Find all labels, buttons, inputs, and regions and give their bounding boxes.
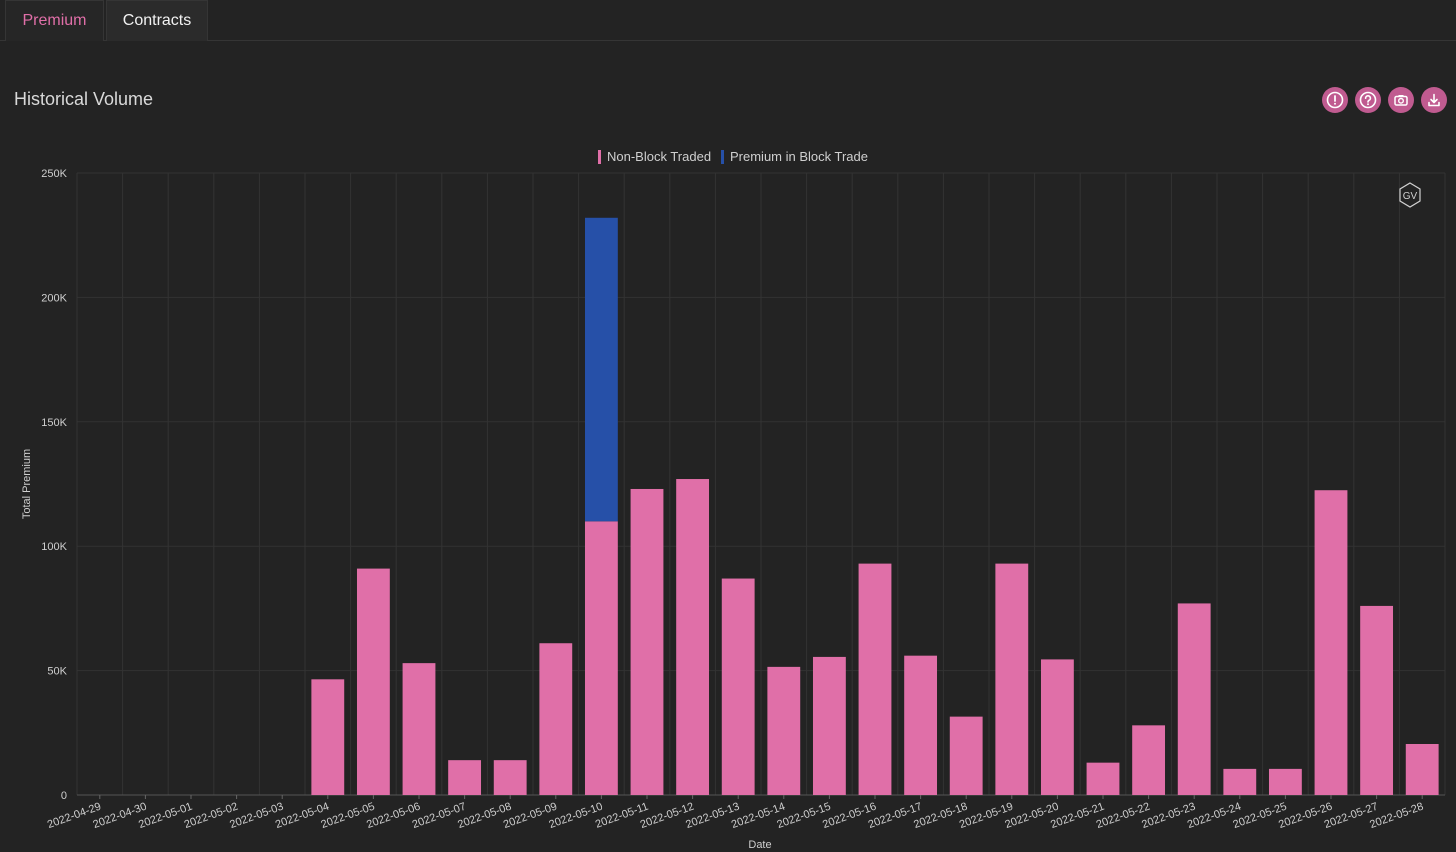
- section-title: Historical Volume: [14, 89, 154, 109]
- bar-non-block[interactable]: [448, 760, 482, 795]
- tab-bar: Premium Contracts: [0, 0, 1456, 41]
- bar-non-block[interactable]: [1223, 768, 1257, 795]
- bar-non-block[interactable]: [904, 655, 938, 795]
- legend-item-block[interactable]: Premium in Block Trade: [721, 149, 868, 164]
- x-axis-ticks: 2022-04-292022-04-302022-05-012022-05-02…: [46, 795, 1425, 831]
- bars: [311, 217, 1439, 795]
- legend-label-block: Premium in Block Trade: [730, 149, 868, 164]
- bar-non-block[interactable]: [767, 666, 801, 795]
- alert-icon: [1326, 91, 1344, 109]
- help-button[interactable]: [1355, 87, 1381, 113]
- legend: Non-Block Traded Premium in Block Trade: [598, 149, 868, 164]
- y-tick-label: 50K: [47, 666, 67, 678]
- tab-premium-label: Premium: [22, 12, 87, 29]
- bar-non-block[interactable]: [1040, 659, 1074, 795]
- watermark-logo: GV: [1399, 182, 1421, 208]
- download-button[interactable]: [1421, 87, 1447, 113]
- bar-non-block[interactable]: [721, 578, 755, 795]
- bar-non-block[interactable]: [1405, 743, 1439, 795]
- bar-non-block[interactable]: [493, 760, 527, 795]
- y-tick-label: 150K: [41, 417, 67, 429]
- bar-non-block[interactable]: [1314, 490, 1348, 795]
- bar-non-block[interactable]: [1086, 762, 1120, 795]
- legend-swatch-block: [721, 150, 724, 164]
- tab-contracts-label: Contracts: [122, 12, 192, 29]
- bar-non-block[interactable]: [812, 656, 846, 795]
- download-icon: [1428, 93, 1440, 107]
- bar-non-block[interactable]: [539, 643, 573, 795]
- bar-non-block[interactable]: [949, 716, 983, 795]
- y-tick-label: 0: [61, 790, 67, 802]
- bar-non-block[interactable]: [356, 568, 390, 795]
- grid: [76, 172, 1446, 796]
- help-icon: [1359, 91, 1377, 109]
- bar-non-block[interactable]: [1268, 768, 1302, 795]
- legend-item-non-block[interactable]: Non-Block Traded: [598, 149, 711, 164]
- y-axis-label: Total Premium: [21, 449, 33, 519]
- bar-non-block[interactable]: [995, 563, 1029, 795]
- legend-swatch-non-block: [598, 150, 601, 164]
- bar-non-block[interactable]: [584, 521, 618, 795]
- bar-block[interactable]: [584, 217, 618, 522]
- bar-non-block[interactable]: [311, 679, 345, 795]
- y-tick-label: 200K: [41, 292, 67, 304]
- bar-non-block[interactable]: [1177, 603, 1211, 795]
- bar-non-block[interactable]: [858, 563, 892, 795]
- legend-label-non-block: Non-Block Traded: [607, 149, 711, 164]
- tab-premium[interactable]: Premium: [5, 0, 104, 41]
- bar-non-block[interactable]: [402, 663, 436, 795]
- bar-non-block[interactable]: [1132, 725, 1166, 795]
- bar-non-block[interactable]: [676, 479, 710, 795]
- camera-icon: [1394, 95, 1408, 106]
- y-tick-label: 250K: [41, 168, 67, 180]
- y-axis-ticks: 0 50K 100K 150K 200K 250K: [41, 168, 67, 802]
- screenshot-button[interactable]: [1388, 87, 1414, 113]
- watermark-text: GV: [1403, 191, 1418, 202]
- bar-non-block[interactable]: [1360, 605, 1394, 795]
- y-tick-label: 100K: [41, 541, 67, 553]
- tab-contracts[interactable]: Contracts: [106, 0, 208, 41]
- x-axis-label: Date: [748, 839, 771, 851]
- chart: 0 50K 100K 150K 200K 250K 2022-04-292022-04-3…: [21, 149, 1446, 851]
- alert-button[interactable]: [1322, 87, 1348, 113]
- bar-non-block[interactable]: [630, 488, 664, 795]
